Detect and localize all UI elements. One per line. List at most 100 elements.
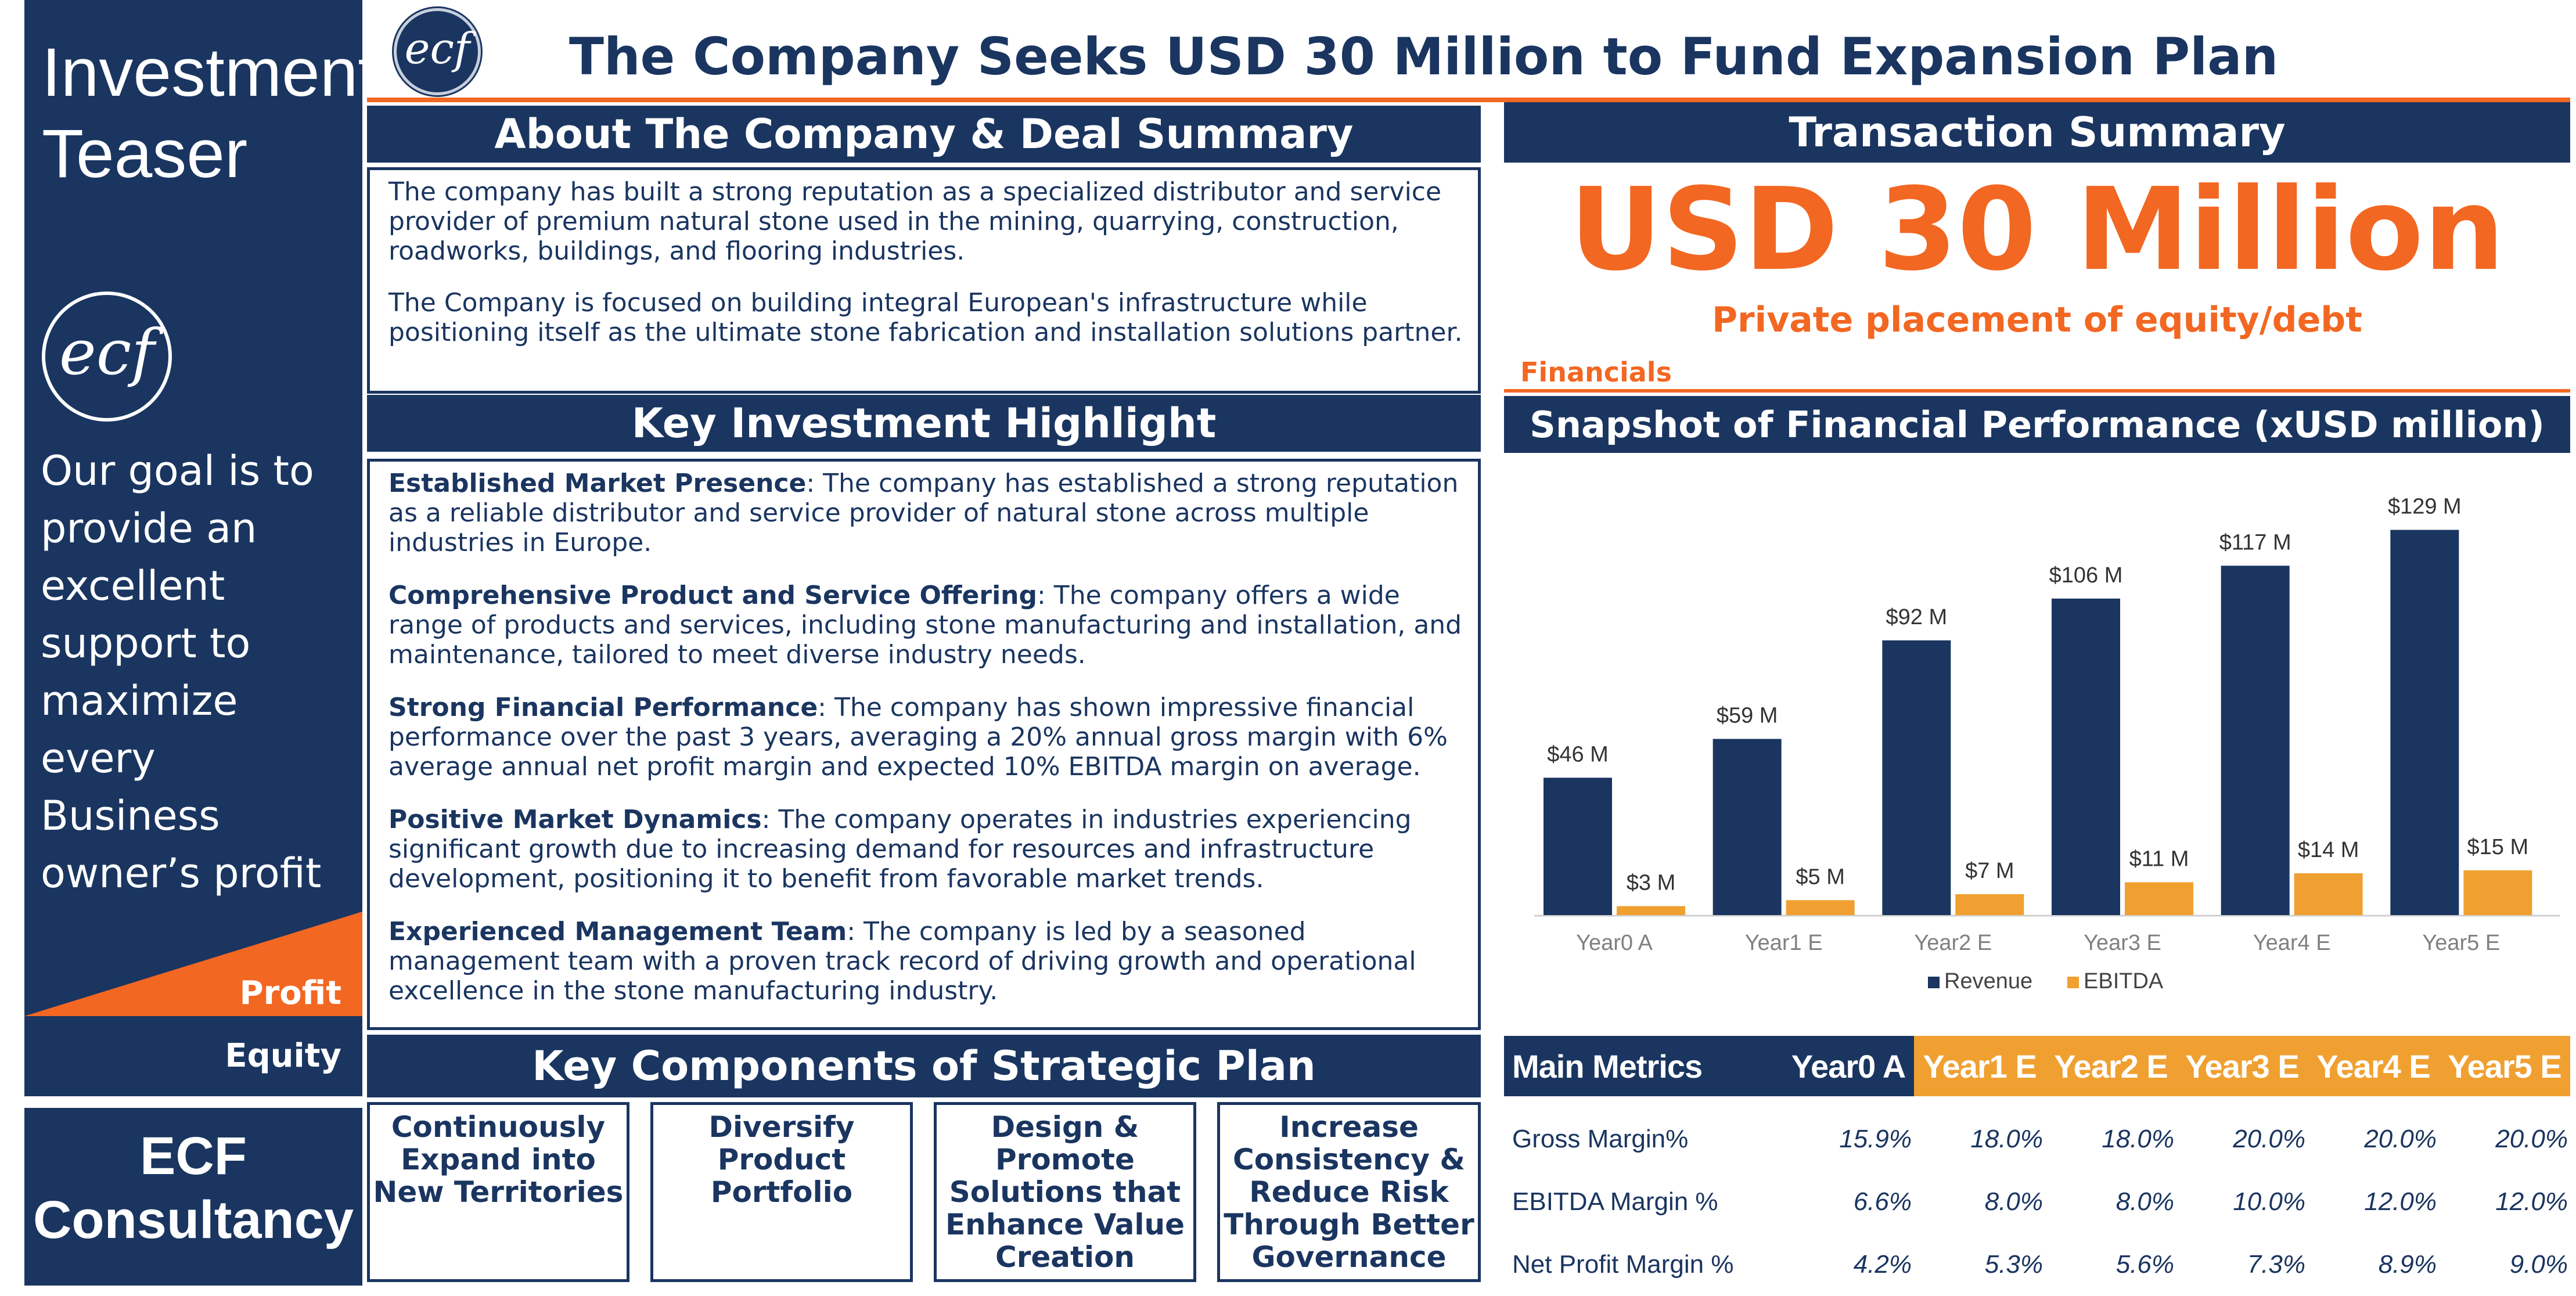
metrics-header-cell: Year3 E <box>2176 1036 2308 1096</box>
data-label: $3 M <box>1627 871 1675 895</box>
data-label: $5 M <box>1796 865 1844 889</box>
profit-wedge <box>24 912 362 1016</box>
ebitda-bar <box>1617 906 1685 915</box>
metrics-value: 20.0% <box>2233 1125 2305 1153</box>
strategic-component-2: Diversify Product Portfolio <box>650 1102 913 1282</box>
metrics-value: 20.0% <box>2495 1125 2568 1153</box>
data-label: $46 M <box>1547 742 1609 766</box>
metrics-value: 5.3% <box>1984 1250 2043 1279</box>
ebitda-bar <box>2463 870 2532 915</box>
legend-label: Revenue <box>1944 969 2032 993</box>
data-label: $14 M <box>2298 838 2359 862</box>
data-label: $11 M <box>2129 847 2189 871</box>
metrics-header-row: Main Metrics Year0 A Year1 E Year2 E Yea… <box>1504 1036 2570 1096</box>
highlight-title: Experienced Management Team <box>388 917 847 946</box>
snapshot-heading: Snapshot of Financial Performance (xUSD … <box>1504 396 2570 453</box>
strategic-heading: Key Components of Strategic Plan <box>367 1035 1481 1097</box>
revenue-bar <box>1544 777 1612 915</box>
profit-equity-graphic <box>24 912 362 1016</box>
component-text: Increase Consistency & Reduce Risk Throu… <box>1224 1110 1474 1274</box>
data-label: $106 M <box>2049 563 2123 588</box>
financials-label: Financials <box>1520 357 1672 388</box>
revenue-bar <box>2390 530 2459 915</box>
highlight-title: Established Market Presence <box>388 469 807 498</box>
metrics-header-cell: Main Metrics <box>1504 1036 1783 1096</box>
company-name-line1: ECF <box>140 1126 247 1186</box>
highlight-item: Experienced Management Team: The company… <box>388 917 1463 1006</box>
highlight-item: Comprehensive Product and Service Offeri… <box>388 581 1463 669</box>
sidebar-panel <box>24 0 362 1096</box>
data-label: $7 M <box>1965 859 2014 883</box>
metrics-value: 8.0% <box>2116 1187 2174 1216</box>
highlight-text: : The company has shown impressive finan… <box>388 693 1448 782</box>
metrics-value: 4.2% <box>1853 1250 1912 1279</box>
component-text: Diversify Product Portfolio <box>708 1110 855 1209</box>
transaction-subtitle: Private placement of equity/debt <box>1712 300 2362 340</box>
metrics-value: 12.0% <box>2495 1187 2568 1216</box>
transaction-amount: USD 30 Million <box>1569 164 2505 296</box>
metrics-row: EBITDA Margin % 6.6% 8.0% 8.0% 10.0% 12.… <box>1504 1171 2570 1233</box>
metrics-row: Net Profit Margin % 4.2% 5.3% 5.6% 7.3% … <box>1504 1233 2570 1296</box>
ebitda-bar <box>1786 900 1855 915</box>
x-tick-label: Year5 E <box>2422 931 2500 955</box>
goal-line: excellent <box>41 562 225 610</box>
financial-performance-chart: $46 M $3 M Year0 A $59 M $5 M Year1 E $92 M $7 … <box>1534 495 2560 993</box>
legend-swatch <box>2067 977 2079 988</box>
component-text: Continuously Expand into New Territories <box>373 1110 624 1209</box>
data-label: $129 M <box>2388 495 2462 519</box>
sidebar-logo: ecf <box>42 291 172 422</box>
metrics-value: 18.0% <box>1970 1125 2043 1153</box>
metrics-value: 10.0% <box>2233 1187 2305 1216</box>
revenue-bar <box>1712 739 1782 915</box>
goal-line: support to <box>41 620 251 667</box>
highlights-box: Established Market Presence : The company… <box>367 459 1481 1030</box>
about-box: The company has built a strong reputatio… <box>367 167 1481 394</box>
ebitda-bar <box>1955 894 2024 915</box>
sidebar-goal: Our goal is to provide an excellent supp… <box>41 442 360 902</box>
data-label: $117 M <box>2219 530 2291 555</box>
strategic-component-3: Design & Promote Solutions that Enhance … <box>934 1102 1196 1282</box>
metrics-value: 5.6% <box>2116 1250 2174 1279</box>
about-heading-text: About The Company & Deal Summary <box>494 110 1354 158</box>
transaction-heading-text: Transaction Summary <box>1789 109 2286 156</box>
metrics-label: Net Profit Margin % <box>1512 1250 1734 1279</box>
page-title: The Company Seeks USD 30 Million to Fund… <box>569 27 2279 87</box>
metrics-value: 12.0% <box>2364 1187 2437 1216</box>
metrics-value: 6.6% <box>1853 1187 1912 1216</box>
x-tick-label: Year3 E <box>2084 931 2161 955</box>
equity-label: Equity <box>225 1037 341 1075</box>
x-tick-label: Year0 A <box>1576 931 1653 955</box>
revenue-bar <box>1882 640 1951 915</box>
legend-swatch <box>1928 977 1940 988</box>
strategic-component-4: Increase Consistency & Reduce Risk Throu… <box>1217 1102 1481 1282</box>
data-label: $59 M <box>1717 704 1778 728</box>
sidebar-logo-text: ecf <box>59 316 155 389</box>
sidebar-title-line1: Investment <box>42 34 377 111</box>
highlight-title: Strong Financial Performance <box>388 693 818 722</box>
metrics-table: Main Metrics Year0 A Year1 E Year2 E Yea… <box>1504 1036 2570 1296</box>
metrics-header-cell: Year2 E <box>2045 1036 2176 1096</box>
goal-line: Our goal is to <box>41 447 314 495</box>
company-panel <box>24 1108 362 1286</box>
highlight-text: : The company offers a wide range of pro… <box>388 581 1462 669</box>
transaction-heading: Transaction Summary <box>1504 102 2570 163</box>
sidebar-title-line2: Teaser <box>42 116 248 192</box>
header-rule <box>367 98 2570 102</box>
metrics-label: EBITDA Margin % <box>1512 1187 1718 1216</box>
company-name-line2: Consultancy <box>33 1190 354 1250</box>
header-logo: ecf <box>394 8 481 95</box>
profit-label: Profit <box>239 974 341 1012</box>
metrics-header-cell: Year4 E <box>2308 1036 2439 1096</box>
snapshot-heading-text: Snapshot of Financial Performance (xUSD … <box>1530 403 2545 446</box>
revenue-bar <box>2052 598 2120 915</box>
ebitda-bar <box>2125 882 2193 915</box>
goal-line: provide an <box>41 505 257 552</box>
strategic-heading-text: Key Components of Strategic Plan <box>532 1042 1316 1090</box>
metrics-row: Gross Margin% 15.9% 18.0% 18.0% 20.0% 20… <box>1504 1096 2570 1171</box>
x-tick-label: Year2 E <box>1914 931 1992 955</box>
component-text: Design & Promote Solutions that Enhance … <box>945 1110 1185 1274</box>
strategic-component-1: Continuously Expand into New Territories <box>367 1102 629 1282</box>
metrics-header-cell: Year5 E <box>2439 1036 2570 1096</box>
goal-line: Business <box>41 792 220 840</box>
goal-line: maximize every <box>41 677 238 782</box>
